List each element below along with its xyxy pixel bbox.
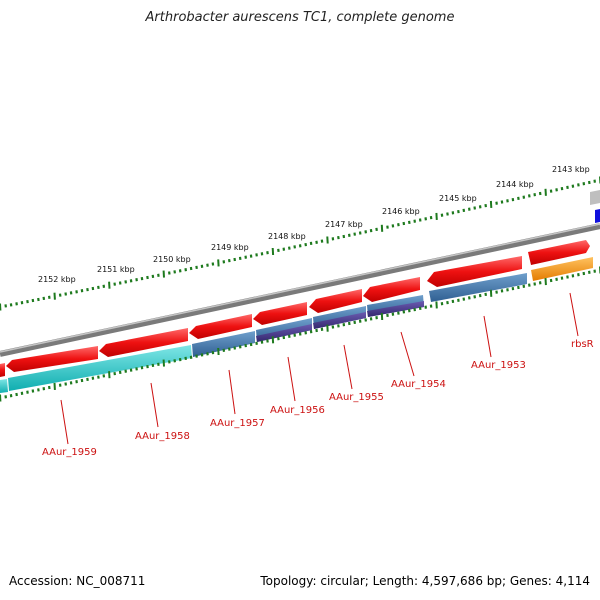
gene-bar-AAur_1955-sub <box>313 312 366 329</box>
gene-bar-AAur_1953 <box>429 273 527 302</box>
kbp-label: 2150 kbp <box>153 255 191 264</box>
kbp-label: 2151 kbp <box>97 265 135 274</box>
kbp-label: 2144 kbp <box>496 180 534 189</box>
map-title: Arthrobacter aurescens TC1, complete gen… <box>145 10 455 25</box>
gene-bar-rbsR <box>531 257 593 281</box>
gene-label-AAur_1955: AAur_1955 <box>329 392 384 403</box>
gene-bar-AAur_1957 <box>192 331 255 357</box>
genome-backbone-highlight <box>0 223 600 353</box>
gene-labels: rbsR AAur_1953 AAur_1954 AAur_1955 AAur_… <box>42 339 594 458</box>
kbp-label: 2143 kbp <box>552 165 590 174</box>
cds-arrow <box>189 314 252 339</box>
outer-tick-ruler <box>0 176 600 311</box>
genome-stats-text: Topology: circular; Length: 4,597,686 bp… <box>260 574 590 588</box>
kbp-label: 2146 kbp <box>382 207 420 216</box>
gene-label-AAur_1953: AAur_1953 <box>471 360 526 371</box>
cds-arrow <box>309 289 362 313</box>
cds-track <box>0 240 590 377</box>
gene-bar-AAur_1958 <box>8 345 192 391</box>
gene-bar-AAur_1959 <box>0 379 8 393</box>
cds-arrow-partial <box>0 363 5 377</box>
cds-arrow <box>363 277 420 302</box>
gene-label-AAur_1957: AAur_1957 <box>210 418 265 429</box>
gene-label-AAur_1954: AAur_1954 <box>391 379 446 390</box>
cds-arrow <box>427 256 522 287</box>
gene-label-rbsR: rbsR <box>571 339 594 350</box>
gene-bar-AAur_1954-sub <box>367 301 424 317</box>
accession-text: Accession: NC_008711 <box>9 574 146 588</box>
cds-arrow <box>253 302 307 325</box>
cds-arrow <box>6 346 98 372</box>
kbp-label: 2148 kbp <box>268 232 306 241</box>
gene-label-AAur_1956: AAur_1956 <box>270 405 325 416</box>
kbp-labels: 2143 kbp 2144 kbp 2145 kbp 2146 kbp 2147… <box>38 165 590 284</box>
gene-label-AAur_1958: AAur_1958 <box>135 431 190 442</box>
genome-backbone <box>0 223 600 357</box>
gene-track <box>0 257 593 393</box>
label-leaders <box>60 292 579 445</box>
gene-label-AAur_1959: AAur_1959 <box>42 447 97 458</box>
inner-tick-ruler <box>0 266 600 402</box>
partial-feature-grey <box>590 190 600 205</box>
cds-arrow <box>528 240 590 265</box>
gene-bar-AAur_1956-sub <box>256 324 312 342</box>
partial-feature-blue <box>595 209 600 223</box>
kbp-label: 2145 kbp <box>439 194 477 203</box>
kbp-label: 2152 kbp <box>38 275 76 284</box>
kbp-label: 2147 kbp <box>325 220 363 229</box>
kbp-label: 2149 kbp <box>211 243 249 252</box>
cds-arrow <box>99 328 188 357</box>
